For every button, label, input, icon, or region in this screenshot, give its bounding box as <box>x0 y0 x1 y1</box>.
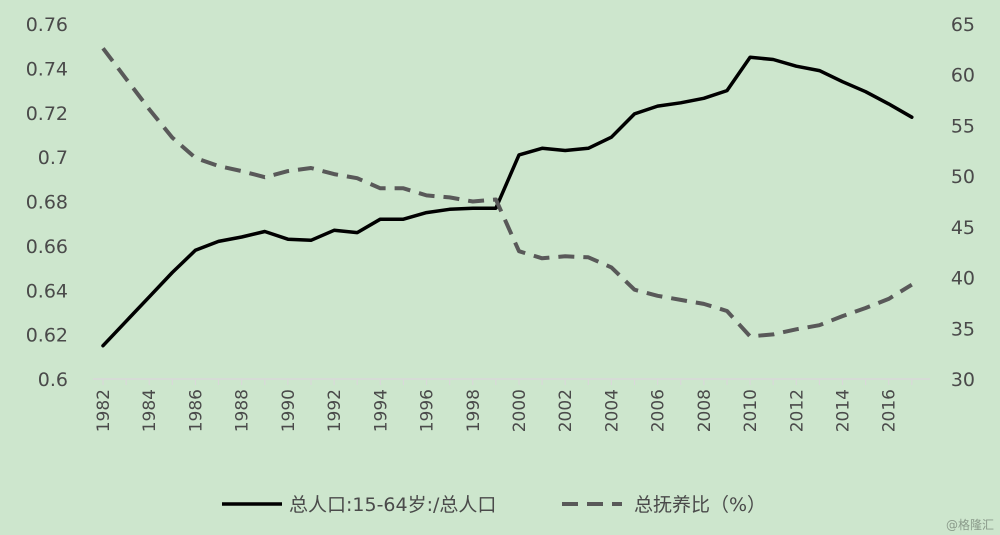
legend: 总人口:15-64岁:/总人口 总抚养比（%） <box>222 494 766 516</box>
x-tick-label: 1992 <box>325 389 345 432</box>
left-tick-label: 0.72 <box>26 103 68 125</box>
right-tick-label: 40 <box>951 268 975 290</box>
legend-label-working-age-ratio: 总人口:15-64岁:/总人口 <box>289 494 496 516</box>
left-y-axis: 0.6 0.62 0.64 0.66 0.68 0.7 0.72 0.74 0.76 <box>26 14 68 391</box>
series-line-dependency-ratio <box>101 47 913 339</box>
right-tick-label: 55 <box>951 115 975 137</box>
left-tick-label: 0.68 <box>26 192 68 214</box>
x-tick-label: 2012 <box>787 389 807 432</box>
legend-label-dependency-ratio: 总抚养比（%） <box>634 494 766 516</box>
x-tick-label: 1984 <box>140 389 160 432</box>
left-tick-label: 0.62 <box>26 325 68 347</box>
x-tick-label: 2014 <box>834 389 854 432</box>
left-tick-label: 0.74 <box>26 58 68 80</box>
right-y-axis: 30 35 40 45 50 55 60 65 <box>951 14 975 391</box>
left-tick-label: 0.66 <box>26 236 68 258</box>
right-tick-label: 50 <box>951 166 975 188</box>
left-tick-label: 0.64 <box>26 280 68 302</box>
x-tick-label: 2008 <box>695 389 715 432</box>
left-tick-label: 0.7 <box>38 147 68 169</box>
x-tick-label: 2016 <box>880 389 900 432</box>
x-tick-label: 1996 <box>418 389 438 432</box>
x-tick-label: 1982 <box>94 389 114 432</box>
x-tick-label: 2000 <box>510 389 530 432</box>
x-tick-label: 2006 <box>649 389 669 432</box>
right-tick-label: 60 <box>951 65 975 87</box>
watermark-text: @格隆汇 <box>946 517 994 532</box>
x-tick-label: 1990 <box>279 389 299 432</box>
right-tick-label: 35 <box>951 318 975 340</box>
x-axis: 1982 1984 1986 1988 1990 1992 1994 1996 1998 2000… <box>94 379 913 432</box>
x-tick-label: 1998 <box>464 389 484 432</box>
left-tick-label: 0.76 <box>26 14 68 36</box>
series-line-working-age-ratio <box>101 55 914 348</box>
right-tick-label: 45 <box>951 217 975 239</box>
right-tick-label: 30 <box>951 369 975 391</box>
x-tick-label: 2010 <box>741 389 761 432</box>
right-tick-label: 65 <box>951 14 975 36</box>
x-tick-label: 1994 <box>371 389 391 432</box>
x-tick-label: 1986 <box>186 389 206 432</box>
x-tick-label: 2002 <box>556 389 576 432</box>
series-layer <box>101 47 914 348</box>
left-tick-label: 0.6 <box>38 369 68 391</box>
x-tick-label: 2004 <box>602 389 622 432</box>
x-tick-label: 1988 <box>233 389 253 432</box>
